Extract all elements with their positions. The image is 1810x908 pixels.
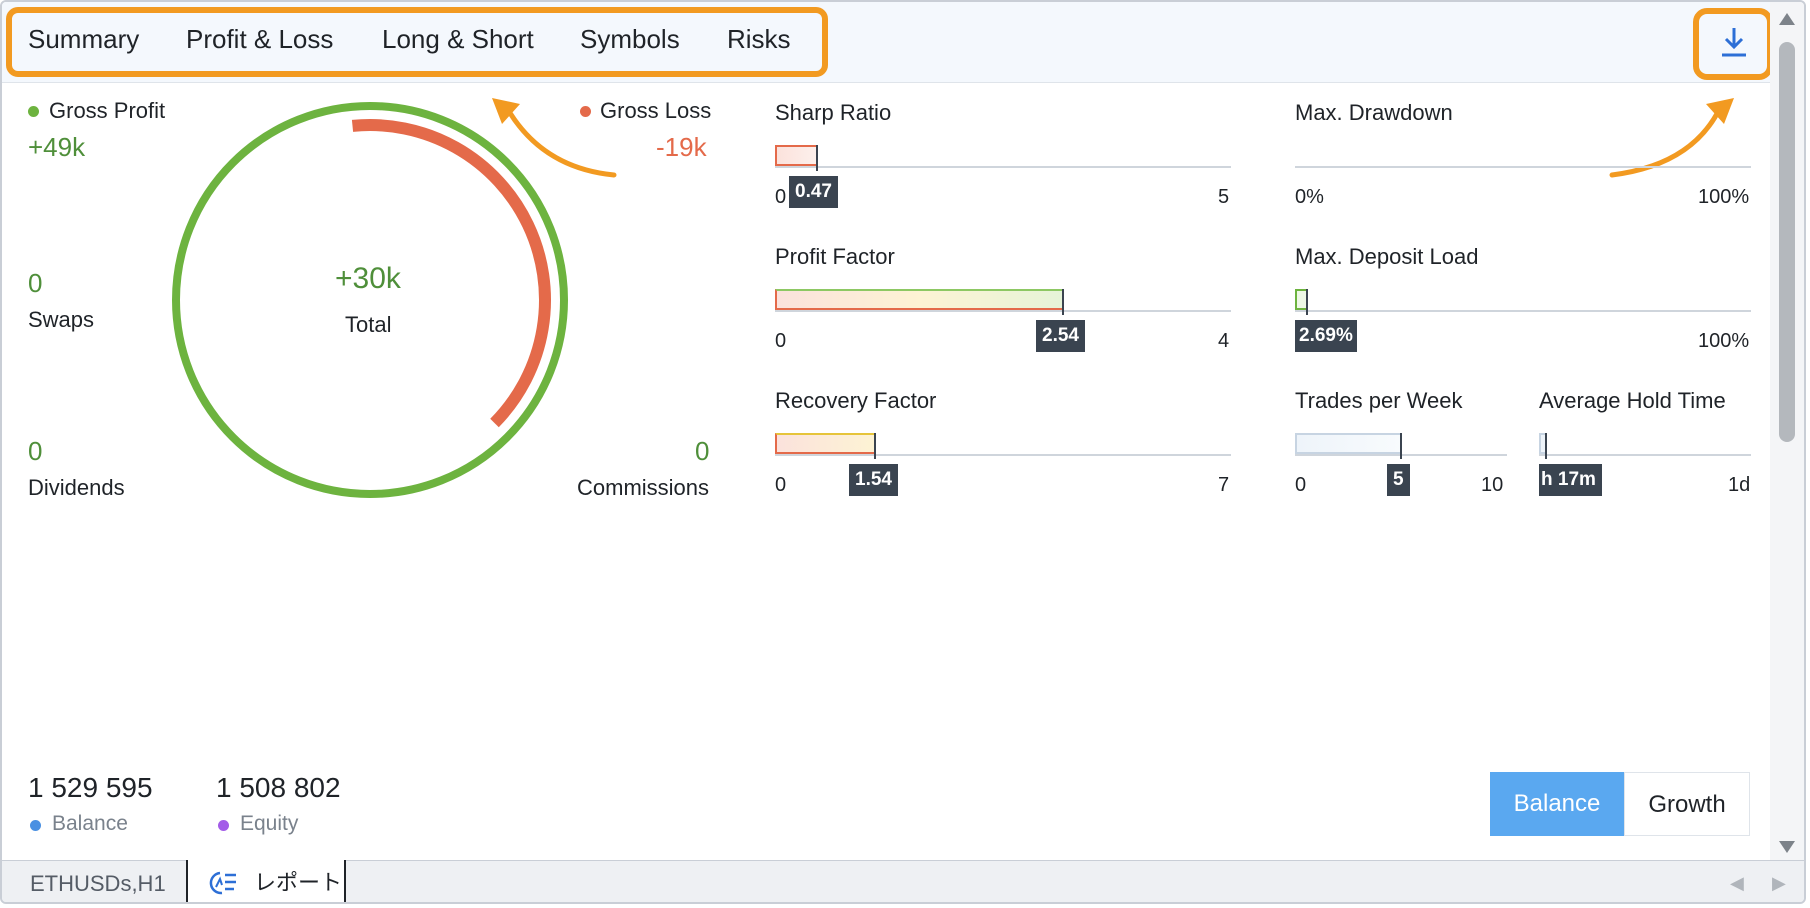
sharp-ratio-bar bbox=[775, 145, 817, 166]
tab-summary[interactable]: Summary bbox=[28, 24, 140, 54]
trades-per-week-min: 0 bbox=[1295, 474, 1307, 496]
recovery-factor-bar bbox=[775, 433, 875, 454]
sharp-ratio-track bbox=[775, 166, 1231, 168]
max-deposit-load-max: 100% bbox=[1698, 330, 1750, 352]
gross-loss-label: Gross Loss bbox=[600, 98, 712, 123]
max-deposit-load-value: 2.69% bbox=[1295, 320, 1357, 352]
gross-loss-value: -19k bbox=[656, 132, 707, 162]
recovery-factor-max: 7 bbox=[1218, 474, 1230, 496]
profit-factor-min: 0 bbox=[775, 330, 787, 352]
avg-hold-time-value: h 17m bbox=[1539, 464, 1602, 496]
profit-factor-bar bbox=[775, 289, 1063, 310]
profit-factor-title: Profit Factor bbox=[775, 244, 895, 269]
balance-dot bbox=[30, 820, 41, 831]
dividends-value: 0 bbox=[28, 436, 43, 466]
tab-symbols[interactable]: Symbols bbox=[580, 24, 680, 54]
bottom-tab-strip: ETHUSDs,H1 レポート ◀ ▶ bbox=[2, 860, 1804, 902]
gross-profit-dot bbox=[28, 106, 39, 117]
recovery-factor-value: 1.54 bbox=[849, 464, 898, 496]
pnl-donut-chart bbox=[172, 102, 568, 498]
trades-per-week-value: 5 bbox=[1387, 464, 1410, 496]
total-label: Total bbox=[345, 312, 392, 337]
dividends-label: Dividends bbox=[28, 475, 125, 500]
gross-loss-dot bbox=[580, 106, 591, 117]
avg-hold-time-title: Average Hold Time bbox=[1539, 388, 1726, 413]
download-icon[interactable] bbox=[1718, 24, 1750, 60]
report-icon bbox=[209, 871, 236, 895]
tab-risks[interactable]: Risks bbox=[727, 24, 791, 54]
gross-profit-label: Gross Profit bbox=[49, 98, 166, 123]
max-drawdown-title: Max. Drawdown bbox=[1295, 100, 1453, 125]
tab-scroll-left-icon[interactable]: ◀ bbox=[1730, 873, 1744, 893]
sharp-ratio-max: 5 bbox=[1218, 186, 1230, 208]
profit-factor-value: 2.54 bbox=[1036, 320, 1085, 352]
trades-per-week-bar bbox=[1295, 433, 1401, 454]
download-highlight-box bbox=[1693, 8, 1773, 80]
trades-per-week-marker bbox=[1400, 433, 1402, 459]
balance-toggle-button[interactable]: Balance bbox=[1490, 772, 1624, 836]
balance-value: 1 529 595 bbox=[28, 772, 153, 803]
max-deposit-load-marker bbox=[1306, 289, 1308, 315]
avg-hold-time-max: 1d bbox=[1728, 474, 1751, 496]
max-deposit-load-bar bbox=[1295, 289, 1307, 310]
recovery-factor-track bbox=[775, 454, 1231, 456]
equity-value: 1 508 802 bbox=[216, 772, 341, 803]
tab-report[interactable]: レポート bbox=[186, 860, 346, 902]
equity-label: Equity bbox=[240, 812, 299, 835]
report-tab-bar: Summary Profit & Loss Long & Short Symbo… bbox=[2, 2, 1770, 83]
tab-scroll-right-icon[interactable]: ▶ bbox=[1772, 873, 1786, 893]
growth-toggle-button[interactable]: Growth bbox=[1624, 772, 1750, 836]
profit-factor-track bbox=[775, 310, 1231, 312]
tabs-highlight-box bbox=[6, 7, 828, 77]
max-drawdown-track bbox=[1295, 166, 1751, 168]
tab-chart-ethusds[interactable]: ETHUSDs,H1 bbox=[30, 871, 166, 896]
max-deposit-load-title: Max. Deposit Load bbox=[1295, 244, 1479, 269]
sharp-ratio-title: Sharp Ratio bbox=[775, 100, 892, 125]
scrollbar-thumb[interactable] bbox=[1779, 42, 1795, 442]
swaps-label: Swaps bbox=[28, 307, 95, 332]
scroll-down-icon[interactable] bbox=[1778, 840, 1796, 854]
gross-loss-arc bbox=[351, 119, 551, 428]
trades-per-week-max: 10 bbox=[1481, 474, 1504, 496]
profit-factor-marker bbox=[1062, 289, 1064, 315]
max-deposit-load-track bbox=[1295, 310, 1751, 312]
equity-dot bbox=[218, 820, 229, 831]
annotation-arrow-download bbox=[1609, 98, 1734, 178]
scroll-up-icon[interactable] bbox=[1778, 12, 1796, 26]
commissions-label: Commissions bbox=[577, 475, 710, 500]
commissions-value: 0 bbox=[695, 436, 710, 466]
profit-factor-max: 4 bbox=[1218, 330, 1230, 352]
max-drawdown-min: 0% bbox=[1295, 186, 1324, 208]
gross-profit-ring bbox=[172, 102, 568, 498]
trades-per-week-title: Trades per Week bbox=[1295, 388, 1463, 413]
sharp-ratio-marker bbox=[816, 145, 818, 171]
avg-hold-time-bar bbox=[1539, 433, 1546, 454]
balance-label: Balance bbox=[52, 812, 128, 835]
gross-profit-value: +49k bbox=[28, 132, 86, 162]
tab-long-short[interactable]: Long & Short bbox=[382, 24, 534, 54]
sharp-ratio-min: 0 bbox=[775, 186, 787, 208]
tab-report-label: レポート bbox=[254, 870, 343, 895]
sharp-ratio-value: 0.47 bbox=[789, 176, 838, 208]
avg-hold-time-marker bbox=[1545, 433, 1547, 459]
avg-hold-time-track bbox=[1539, 454, 1751, 456]
swaps-value: 0 bbox=[28, 268, 43, 298]
annotation-arrow-tabs bbox=[492, 98, 617, 178]
total-value: +30k bbox=[335, 262, 401, 295]
recovery-factor-title: Recovery Factor bbox=[775, 388, 937, 413]
tab-profit-loss[interactable]: Profit & Loss bbox=[186, 24, 334, 54]
recovery-factor-min: 0 bbox=[775, 474, 787, 496]
max-drawdown-max: 100% bbox=[1698, 186, 1750, 208]
recovery-factor-marker bbox=[874, 433, 876, 459]
